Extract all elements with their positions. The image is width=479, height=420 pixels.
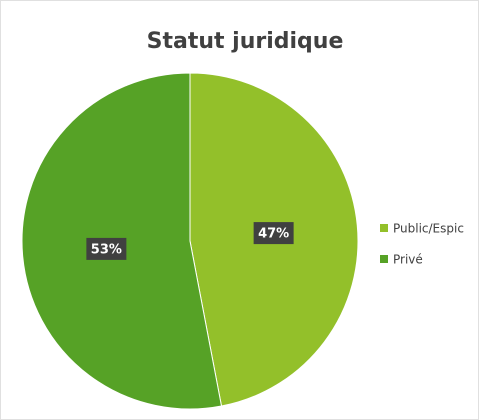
value-label-box xyxy=(253,222,294,245)
legend-label: Privé xyxy=(393,253,423,267)
legend-swatch xyxy=(380,224,388,232)
value-label: 47% xyxy=(258,227,289,242)
legend-swatch xyxy=(380,255,388,263)
legend-label: Public/Espic xyxy=(393,222,464,236)
value-label-box xyxy=(86,237,127,260)
chart-title: Statut juridique xyxy=(147,29,344,54)
value-label: 53% xyxy=(91,242,122,257)
